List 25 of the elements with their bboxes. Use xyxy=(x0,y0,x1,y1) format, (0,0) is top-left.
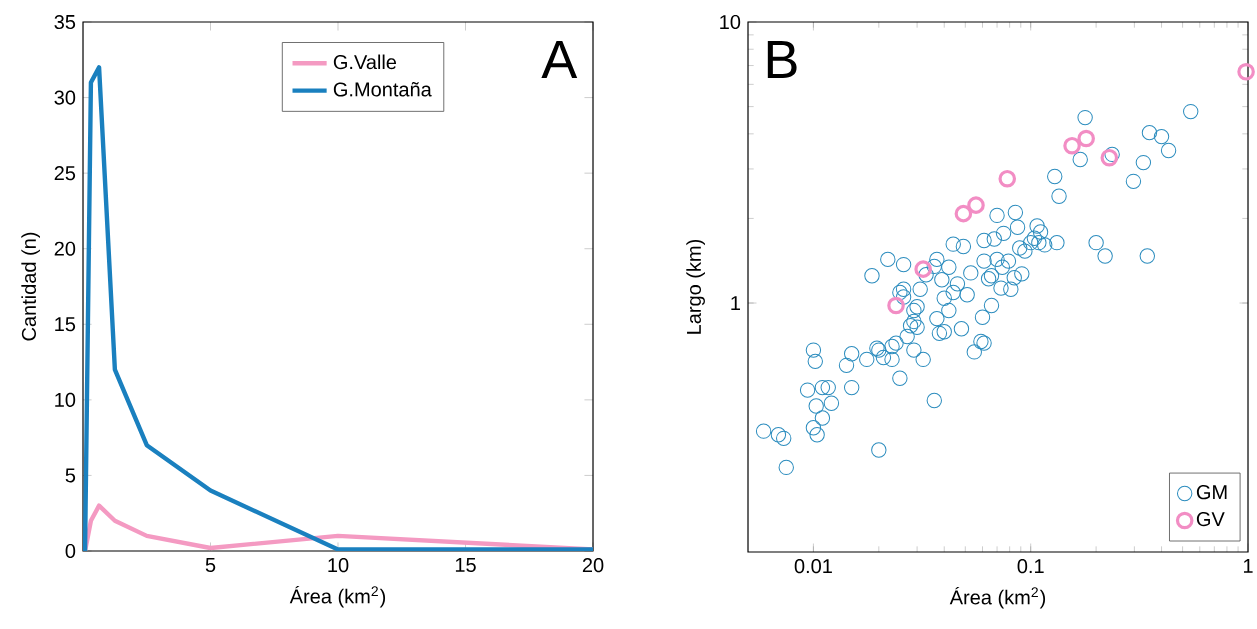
legend-label: G.Montaña xyxy=(333,81,432,97)
y-tick-label: 30 xyxy=(54,90,76,105)
y-tick-label: 35 xyxy=(54,14,76,30)
y-tick-label: 15 xyxy=(55,317,76,332)
x-axis-title: Área (km$^{2}$) xyxy=(289,585,386,608)
y-axis-title: Cantidad (n) xyxy=(21,232,40,341)
x-tick-label: 20 xyxy=(582,558,604,573)
annotation: B xyxy=(767,40,797,79)
x-tick-label: 5 xyxy=(205,558,216,573)
y-tick-label: 0 xyxy=(65,543,76,559)
x-tick-label: 1 xyxy=(1243,559,1253,573)
legend-label: GV xyxy=(1196,512,1225,527)
x-axis-title: Área (km$^{2}$) xyxy=(949,586,1046,609)
x-tick-label: 10 xyxy=(328,558,349,573)
legend-label: GM xyxy=(1196,485,1227,500)
x-tick-label: 15 xyxy=(455,558,476,573)
y-tick-label: 20 xyxy=(54,241,76,256)
annotation: A xyxy=(541,40,578,79)
x-tick-label: 0.01 xyxy=(794,559,832,574)
legend-label: G.Valle xyxy=(333,54,397,70)
y-tick-label: 5 xyxy=(65,468,76,483)
y-axis-title: Largo (km) xyxy=(686,239,705,334)
x-tick-label: 0.1 xyxy=(1017,559,1044,574)
y-tick-label: 25 xyxy=(54,166,76,181)
y-tick-label: 10 xyxy=(55,392,76,407)
